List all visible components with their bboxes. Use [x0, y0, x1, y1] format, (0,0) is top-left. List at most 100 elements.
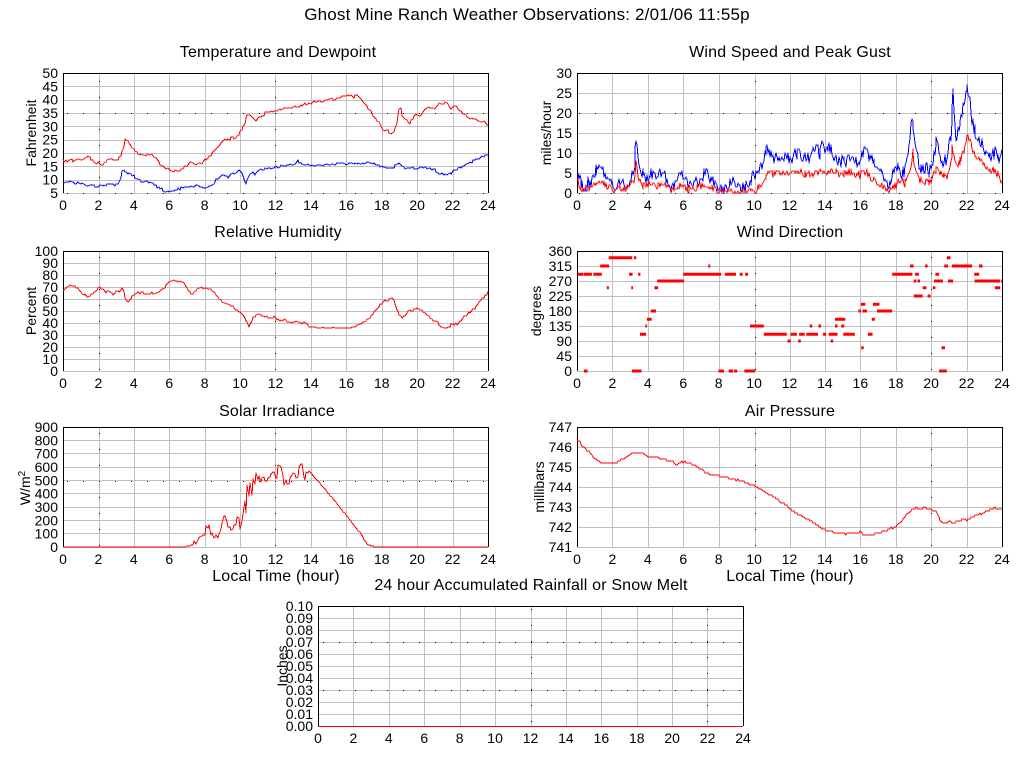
- svg-text:50: 50: [42, 65, 58, 81]
- svg-text:30: 30: [42, 118, 58, 134]
- svg-text:18: 18: [888, 375, 904, 391]
- svg-text:millibars: millibars: [531, 461, 547, 512]
- svg-text:16: 16: [339, 375, 355, 391]
- svg-text:25: 25: [556, 85, 572, 101]
- svg-text:20: 20: [664, 730, 680, 746]
- svg-text:22: 22: [700, 730, 716, 746]
- svg-text:4: 4: [644, 375, 652, 391]
- svg-text:16: 16: [594, 730, 610, 746]
- svg-text:24: 24: [480, 551, 496, 567]
- svg-text:18: 18: [374, 197, 390, 213]
- svg-text:18: 18: [888, 197, 904, 213]
- svg-text:14: 14: [817, 197, 833, 213]
- svg-text:15: 15: [42, 158, 58, 174]
- svg-text:0.09: 0.09: [286, 610, 313, 626]
- svg-text:8: 8: [201, 375, 209, 391]
- svg-text:200: 200: [35, 512, 59, 528]
- svg-text:22: 22: [445, 197, 461, 213]
- svg-text:30: 30: [42, 327, 58, 343]
- svg-text:4: 4: [130, 551, 138, 567]
- svg-text:18: 18: [374, 551, 390, 567]
- svg-text:180: 180: [549, 303, 573, 319]
- svg-text:12: 12: [268, 197, 284, 213]
- svg-text:24: 24: [994, 375, 1010, 391]
- svg-text:Temperature and Dewpoint: Temperature and Dewpoint: [180, 44, 377, 61]
- svg-text:700: 700: [35, 446, 59, 462]
- svg-text:225: 225: [549, 288, 573, 304]
- svg-text:10: 10: [232, 375, 248, 391]
- svg-text:0.07: 0.07: [286, 634, 313, 650]
- svg-text:14: 14: [303, 197, 319, 213]
- svg-text:14: 14: [303, 551, 319, 567]
- svg-text:0: 0: [573, 551, 581, 567]
- svg-text:0.10: 0.10: [286, 598, 313, 614]
- svg-text:4: 4: [130, 197, 138, 213]
- svg-text:8: 8: [201, 197, 209, 213]
- svg-text:2: 2: [95, 197, 103, 213]
- svg-text:12: 12: [268, 551, 284, 567]
- svg-text:0.08: 0.08: [286, 622, 313, 638]
- svg-text:0: 0: [59, 197, 67, 213]
- svg-text:0: 0: [50, 363, 58, 379]
- svg-text:16: 16: [853, 551, 869, 567]
- svg-text:18: 18: [374, 375, 390, 391]
- svg-text:8: 8: [456, 730, 464, 746]
- svg-text:Fahrenheit: Fahrenheit: [23, 99, 39, 166]
- svg-text:800: 800: [35, 432, 59, 448]
- svg-text:Wind Speed and Peak Gust: Wind Speed and Peak Gust: [689, 44, 891, 61]
- svg-text:12: 12: [782, 375, 798, 391]
- svg-text:0: 0: [564, 185, 572, 201]
- svg-text:16: 16: [853, 197, 869, 213]
- svg-text:0: 0: [573, 197, 581, 213]
- svg-text:8: 8: [201, 551, 209, 567]
- svg-text:10: 10: [42, 172, 58, 188]
- svg-text:0: 0: [59, 551, 67, 567]
- svg-text:2: 2: [609, 197, 617, 213]
- svg-text:270: 270: [549, 273, 573, 289]
- svg-text:90: 90: [556, 333, 572, 349]
- svg-text:8: 8: [715, 551, 723, 567]
- svg-text:4: 4: [644, 197, 652, 213]
- svg-text:20: 20: [556, 105, 572, 121]
- svg-text:6: 6: [165, 375, 173, 391]
- svg-text:Wind Direction: Wind Direction: [737, 224, 844, 241]
- svg-text:14: 14: [303, 375, 319, 391]
- svg-text:6: 6: [679, 197, 687, 213]
- svg-text:Relative Humidity: Relative Humidity: [214, 224, 342, 241]
- svg-text:0.05: 0.05: [286, 658, 313, 674]
- svg-text:14: 14: [817, 551, 833, 567]
- svg-text:Air Pressure: Air Pressure: [745, 403, 835, 420]
- svg-text:Local Time (hour): Local Time (hour): [726, 568, 854, 585]
- svg-text:30: 30: [556, 65, 572, 81]
- svg-text:6: 6: [420, 730, 428, 746]
- svg-text:0: 0: [573, 375, 581, 391]
- svg-text:16: 16: [339, 197, 355, 213]
- svg-text:0: 0: [59, 375, 67, 391]
- svg-text:5: 5: [564, 165, 572, 181]
- svg-text:500: 500: [35, 472, 59, 488]
- svg-text:24: 24: [994, 551, 1010, 567]
- svg-text:18: 18: [629, 730, 645, 746]
- svg-text:2: 2: [95, 375, 103, 391]
- svg-text:0.06: 0.06: [286, 646, 313, 662]
- svg-text:20: 20: [42, 339, 58, 355]
- svg-text:45: 45: [42, 78, 58, 94]
- svg-text:10: 10: [487, 730, 503, 746]
- svg-text:90: 90: [42, 255, 58, 271]
- svg-text:100: 100: [35, 243, 59, 259]
- svg-text:22: 22: [959, 551, 975, 567]
- svg-text:0.00: 0.00: [286, 718, 313, 734]
- svg-text:900: 900: [35, 419, 59, 435]
- svg-text:4: 4: [385, 730, 393, 746]
- svg-text:24: 24: [735, 730, 751, 746]
- svg-text:6: 6: [679, 551, 687, 567]
- svg-text:14: 14: [558, 730, 574, 746]
- svg-text:10: 10: [556, 145, 572, 161]
- svg-text:50: 50: [42, 303, 58, 319]
- svg-text:400: 400: [35, 486, 59, 502]
- svg-text:22: 22: [959, 197, 975, 213]
- svg-text:20: 20: [923, 551, 939, 567]
- svg-text:degrees: degrees: [528, 286, 544, 337]
- svg-text:0: 0: [564, 363, 572, 379]
- svg-text:10: 10: [746, 551, 762, 567]
